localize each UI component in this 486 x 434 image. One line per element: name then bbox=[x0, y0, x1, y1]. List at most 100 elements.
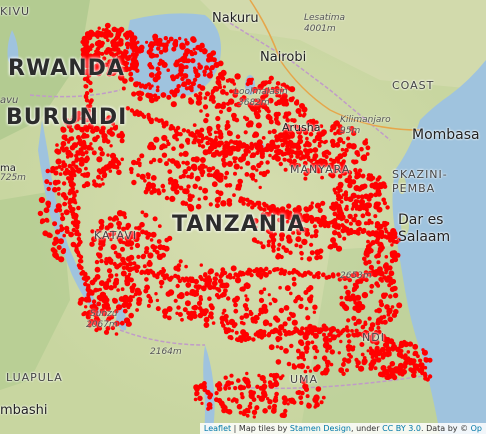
occurrence-marker bbox=[291, 276, 297, 282]
occurrence-marker bbox=[235, 273, 241, 279]
occurrence-marker bbox=[217, 60, 224, 67]
occurrence-marker bbox=[148, 298, 154, 304]
occurrence-marker bbox=[303, 176, 308, 181]
occurrence-marker bbox=[355, 219, 362, 227]
occurrence-marker bbox=[94, 327, 99, 333]
occurrence-marker bbox=[85, 314, 91, 320]
occurrence-marker bbox=[322, 336, 329, 343]
label-tanzania: TANZANIA bbox=[172, 212, 306, 237]
occurrence-marker bbox=[295, 390, 300, 395]
label-kilimanjaro-elev: 95m bbox=[340, 126, 361, 136]
occurrence-marker bbox=[55, 179, 61, 185]
occurrence-marker bbox=[240, 395, 245, 400]
occurrence-marker bbox=[222, 163, 227, 168]
occurrence-marker bbox=[322, 222, 327, 228]
occurrence-marker bbox=[152, 216, 158, 222]
occurrence-marker bbox=[203, 308, 209, 314]
occurrence-marker bbox=[233, 308, 239, 314]
occurrence-marker bbox=[268, 75, 274, 81]
occurrence-marker bbox=[255, 384, 260, 389]
occurrence-marker bbox=[114, 273, 119, 277]
occurrence-marker bbox=[306, 402, 310, 406]
occurrence-marker bbox=[94, 49, 98, 54]
occurrence-marker bbox=[411, 372, 417, 378]
occurrence-marker bbox=[205, 140, 210, 146]
occurrence-marker bbox=[184, 264, 188, 269]
occurrence-marker bbox=[353, 199, 358, 204]
occurrence-marker bbox=[354, 171, 359, 176]
occurrence-marker bbox=[271, 329, 276, 335]
occurrence-marker bbox=[365, 244, 372, 250]
occurrence-marker bbox=[153, 136, 160, 143]
occurrence-marker bbox=[358, 198, 365, 206]
occurrence-marker bbox=[224, 318, 229, 323]
occurrence-marker bbox=[276, 121, 281, 126]
occurrence-marker bbox=[410, 360, 415, 366]
occurrence-marker bbox=[90, 128, 96, 134]
occurrence-marker bbox=[227, 386, 231, 390]
occurrence-marker bbox=[147, 181, 152, 186]
occurrence-marker bbox=[82, 76, 88, 82]
occurrence-marker bbox=[329, 138, 336, 145]
occurrence-marker bbox=[110, 325, 116, 331]
occurrence-marker bbox=[171, 125, 176, 131]
occurrence-marker bbox=[171, 91, 178, 98]
occurrence-marker bbox=[249, 141, 254, 147]
occurrence-marker bbox=[302, 160, 308, 166]
occurrence-marker bbox=[267, 405, 272, 410]
occurrence-marker bbox=[317, 143, 322, 148]
label-mbashi: mbashi bbox=[0, 403, 48, 418]
occurrence-marker bbox=[278, 161, 283, 167]
occurrence-marker bbox=[94, 274, 101, 280]
occurrence-marker bbox=[275, 153, 279, 157]
occurrence-marker bbox=[214, 397, 219, 403]
occurrence-marker bbox=[388, 270, 395, 277]
occurrence-marker bbox=[314, 202, 322, 209]
occurrence-marker bbox=[114, 164, 120, 170]
leaflet-link[interactable]: Leaflet bbox=[203, 424, 232, 433]
occurrence-marker bbox=[382, 365, 387, 370]
occurrence-marker bbox=[396, 302, 403, 309]
occurrence-marker bbox=[245, 121, 252, 128]
occurrence-marker bbox=[190, 36, 197, 43]
occurrence-marker bbox=[288, 250, 293, 255]
occurrence-marker bbox=[96, 156, 103, 163]
occurrence-marker bbox=[339, 188, 343, 193]
occurrence-marker bbox=[234, 337, 240, 342]
occurrence-marker bbox=[190, 207, 194, 211]
occurrence-marker bbox=[104, 297, 110, 303]
occurrence-marker bbox=[214, 105, 219, 109]
occurrence-marker bbox=[204, 65, 210, 71]
occurrence-marker bbox=[279, 88, 284, 93]
occurrence-marker bbox=[140, 254, 146, 260]
occurrence-marker bbox=[252, 131, 260, 138]
occurrence-marker bbox=[364, 277, 369, 283]
occurrence-marker bbox=[364, 330, 370, 335]
occurrence-marker bbox=[86, 78, 91, 84]
occurrence-marker bbox=[234, 277, 242, 284]
occurrence-marker bbox=[275, 335, 281, 342]
occurrence-marker bbox=[124, 235, 131, 241]
osm-link[interactable]: Op bbox=[470, 424, 482, 433]
occurrence-marker bbox=[174, 189, 180, 195]
occurrence-marker bbox=[209, 94, 216, 101]
occurrence-marker bbox=[360, 324, 366, 330]
stamen-link[interactable]: Stamen Design bbox=[289, 424, 351, 433]
occurrence-marker bbox=[366, 176, 371, 181]
occurrence-marker bbox=[62, 170, 69, 176]
cc-license-link[interactable]: CC BY 3.0 bbox=[382, 424, 421, 433]
occurrence-marker bbox=[259, 241, 263, 245]
occurrence-marker bbox=[108, 169, 113, 173]
occurrence-marker bbox=[194, 175, 201, 182]
occurrence-marker bbox=[354, 357, 359, 362]
occurrence-marker bbox=[171, 46, 177, 52]
occurrence-marker bbox=[366, 349, 370, 353]
occurrence-marker bbox=[345, 328, 350, 333]
occurrence-marker bbox=[319, 159, 324, 165]
occurrence-marker bbox=[134, 287, 141, 294]
occurrence-marker bbox=[377, 175, 382, 180]
occurrence-marker bbox=[245, 413, 250, 418]
occurrence-marker bbox=[241, 385, 247, 391]
occurrence-marker bbox=[225, 380, 232, 387]
